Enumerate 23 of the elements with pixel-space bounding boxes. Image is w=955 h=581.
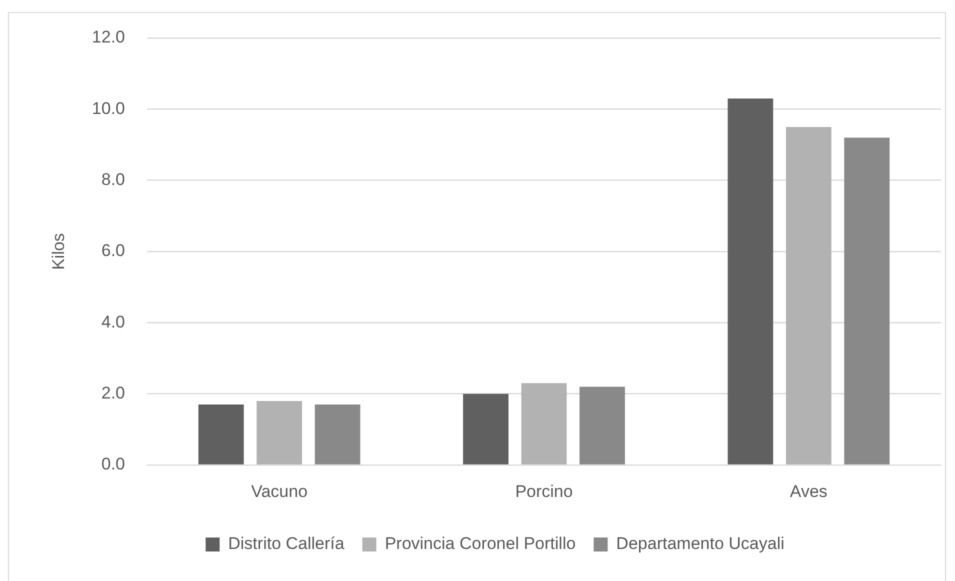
legend-label: Provincia Coronel Portillo	[384, 534, 576, 554]
bar	[314, 404, 360, 464]
x-tick-label: Vacuno	[251, 482, 308, 501]
bar	[256, 400, 302, 464]
y-axis-title: Kilos	[48, 233, 68, 270]
legend-label: Departamento Ucayali	[616, 534, 784, 554]
y-tick-label: 0.0	[101, 454, 125, 474]
bar	[198, 404, 244, 464]
bar	[580, 386, 625, 464]
x-tick-label: Aves	[790, 482, 828, 501]
y-tick-label: 10.0	[92, 98, 125, 118]
y-tick-label: 4.0	[101, 312, 125, 332]
bar	[463, 394, 508, 464]
bar	[844, 138, 890, 464]
x-tick-label: Porcino	[515, 482, 573, 501]
y-tick-label: 6.0	[101, 241, 125, 260]
y-tick-label: 8.0	[101, 170, 125, 190]
y-tick-label: 12.0	[92, 28, 125, 47]
y-tick-label: 2.0	[101, 384, 125, 403]
bar	[786, 126, 832, 464]
bar	[728, 98, 774, 464]
legend-label: Distrito Callería	[228, 534, 345, 554]
bar	[521, 383, 567, 464]
